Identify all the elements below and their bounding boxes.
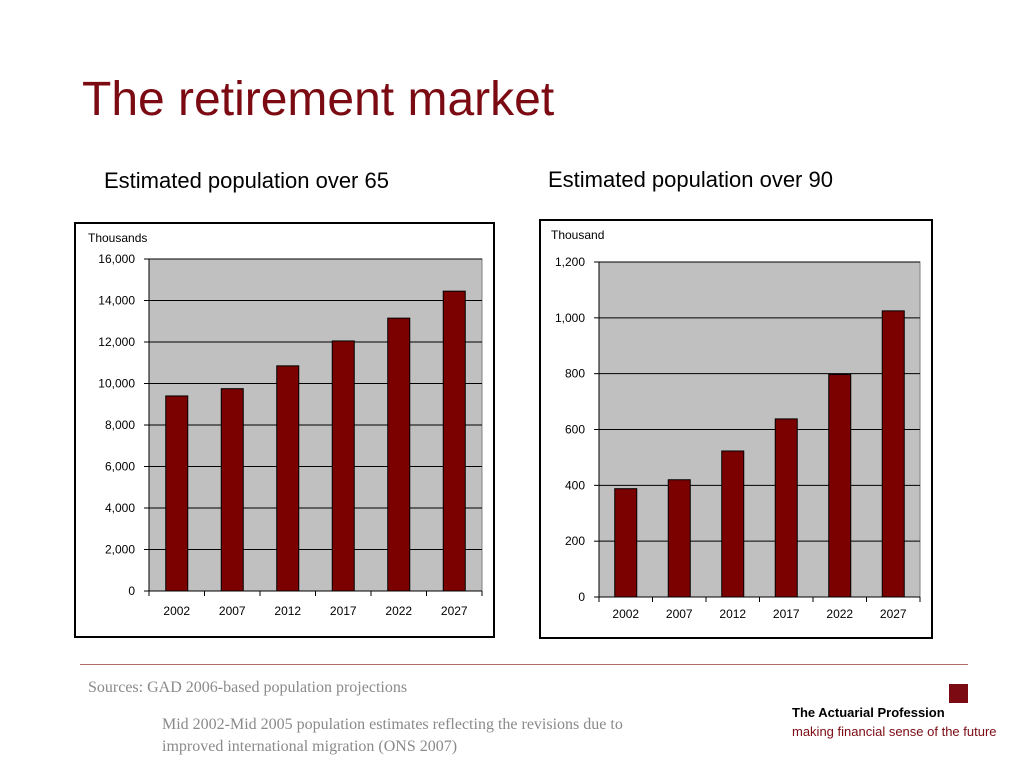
chart-over-90-bar-2007 — [667, 479, 691, 598]
chart-over-90-x-tick-label: 2002 — [612, 607, 639, 621]
chart-title-over-90: Estimated population over 90 — [548, 167, 833, 192]
chart-over-90-x-tick-label: 2007 — [666, 607, 693, 621]
chart-over-65-y-tick-label: 6,000 — [105, 460, 135, 474]
chart-over-90-y-tick-label: 600 — [565, 423, 585, 437]
sources-text: Sources: GAD 2006-based population proje… — [88, 679, 408, 696]
chart-over-90-y-tick-label: 1,000 — [555, 311, 585, 325]
chart-over-90-unit-label: Thousand — [551, 228, 604, 242]
chart-over-65-bar-2002 — [165, 395, 189, 592]
chart-over-65-bar-2027 — [442, 290, 466, 592]
chart-over-65-y-tick-label: 12,000 — [98, 335, 135, 349]
chart-over-65-y-tick-label: 14,000 — [98, 294, 135, 308]
chart-title-over-65: Estimated population over 65 — [104, 168, 389, 193]
chart-over-65-y-tick-label: 16,000 — [98, 252, 135, 266]
chart-over-90-bar-2027 — [881, 310, 905, 598]
chart-over-65: Thousands 0 2,000 4,000 6,000 8,000 10,000 12,0… — [74, 222, 495, 638]
chart-over-90-y-tick-label: 1,200 — [555, 255, 585, 269]
chart-over-65-x-tick-label: 2022 — [385, 604, 412, 618]
chart-over-65-x-tick-label: 2012 — [274, 604, 301, 618]
chart-over-65-y-tick-label: 4,000 — [105, 501, 135, 515]
chart-over-90-y-tick-label: 0 — [578, 590, 585, 604]
chart-over-90-bar-2022 — [828, 374, 852, 598]
chart-over-65-x-tick-label: 2017 — [330, 604, 357, 618]
chart-over-65-svg: Thousands 0 2,000 4,000 6,000 8,000 10,000 12,0… — [88, 231, 483, 618]
org-tagline: making financial sense of the future — [792, 724, 997, 739]
logo-square-icon — [949, 684, 968, 703]
footer-divider — [80, 664, 968, 665]
chart-over-90-x-tick-label: 2022 — [826, 607, 853, 621]
chart-over-90-svg: Thousand 0 200 400 600 800 1,000 1,200 2002 2007 2… — [551, 228, 921, 621]
chart-over-90-y-tick-label: 200 — [565, 534, 585, 548]
chart-over-65-x-tick-label: 2027 — [441, 604, 468, 618]
chart-over-90-y-tick-label: 800 — [565, 367, 585, 381]
chart-over-65-y-tick-label: 8,000 — [105, 418, 135, 432]
chart-over-90-bar-2017 — [774, 418, 798, 598]
chart-over-65-x-tick-label: 2007 — [219, 604, 246, 618]
chart-over-90-bar-2012 — [721, 450, 745, 598]
org-name: The Actuarial Profession — [792, 705, 945, 720]
chart-over-90-x-tick-label: 2017 — [773, 607, 800, 621]
chart-over-90-y-tick-label: 400 — [565, 478, 585, 492]
sources-note: Mid 2002-Mid 2005 population estimates r… — [162, 716, 623, 755]
chart-over-90-x-tick-label: 2027 — [880, 607, 907, 621]
chart-over-65-y-tick-label: 10,000 — [98, 377, 135, 391]
chart-over-65-bar-2017 — [331, 340, 355, 592]
chart-over-65-bar-2012 — [276, 365, 300, 592]
slide-title: The retirement market — [82, 73, 555, 126]
chart-over-90-bar-2002 — [614, 488, 638, 598]
chart-over-90: Thousand 0 200 400 600 800 1,000 1,200 2002 2007 2… — [539, 219, 933, 639]
chart-over-65-y-tick-label: 2,000 — [105, 543, 135, 557]
chart-over-90-x-tick-label: 2012 — [719, 607, 746, 621]
chart-over-65-bar-2022 — [387, 317, 411, 592]
chart-over-65-unit-label: Thousands — [88, 231, 147, 245]
chart-over-65-bar-2007 — [220, 388, 244, 592]
chart-over-65-y-tick-label: 0 — [128, 584, 135, 598]
chart-over-65-x-tick-label: 2002 — [163, 604, 190, 618]
